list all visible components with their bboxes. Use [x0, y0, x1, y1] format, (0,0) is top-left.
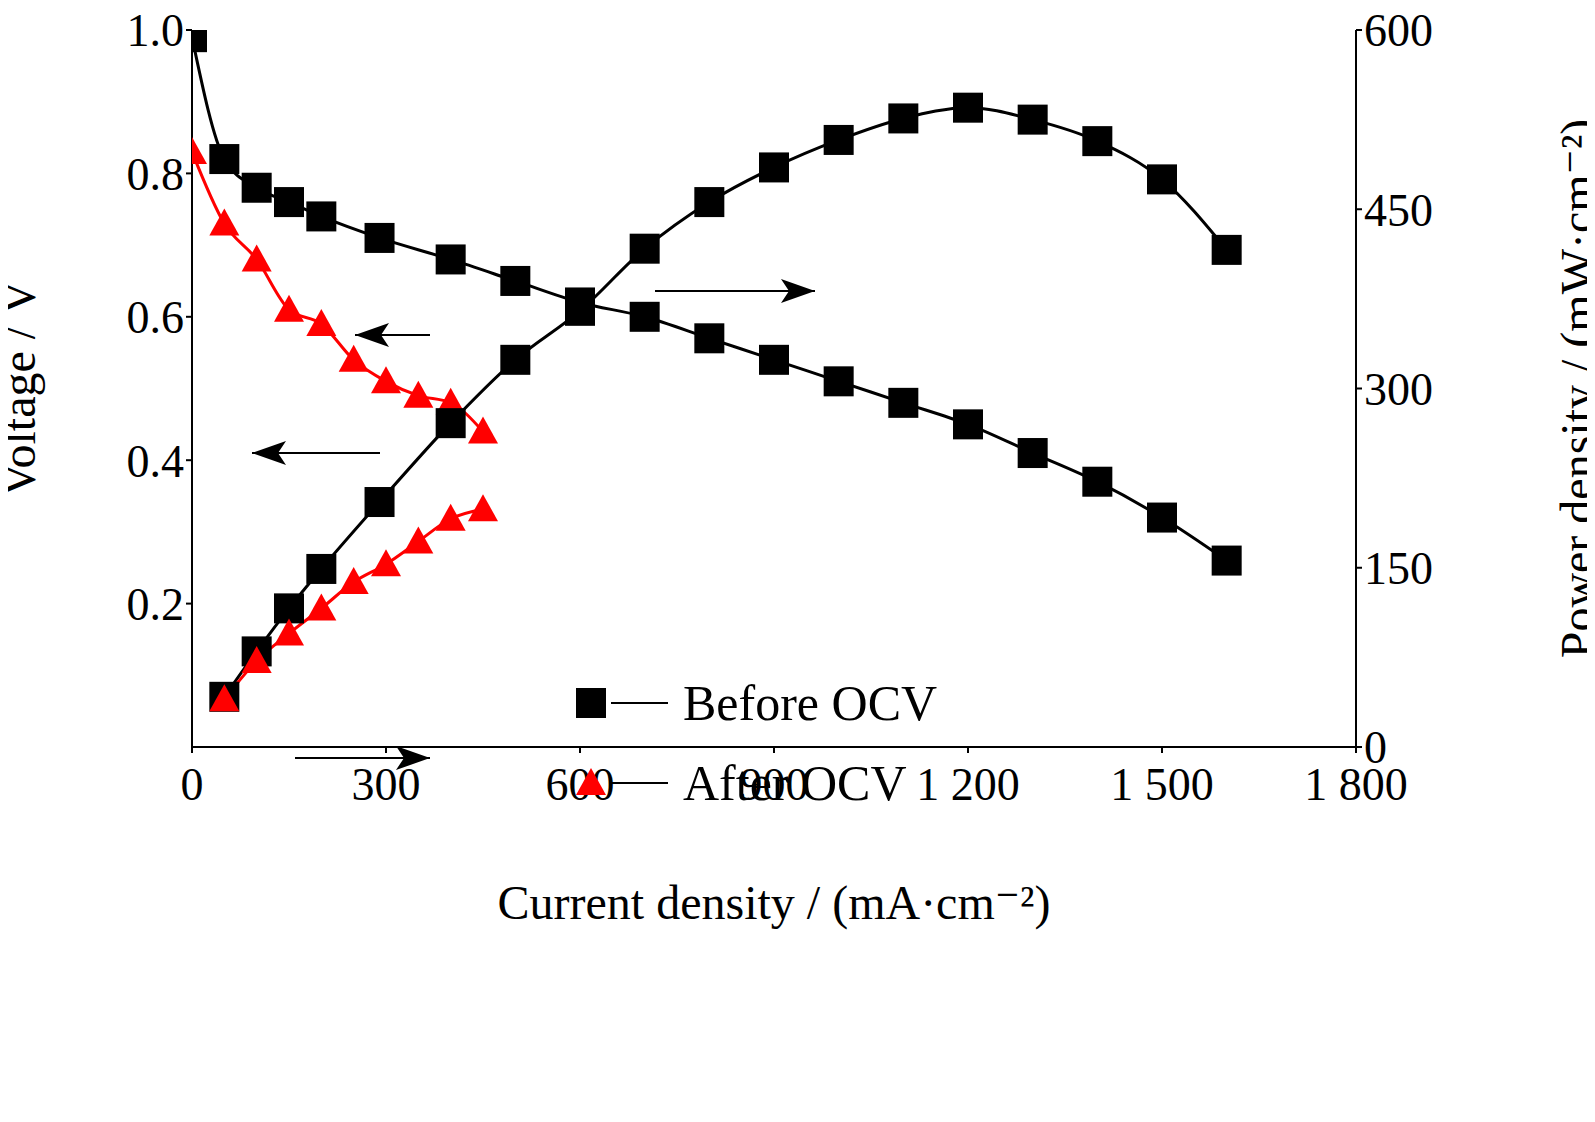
svg-text:1 200: 1 200	[916, 759, 1020, 810]
svg-text:600: 600	[546, 759, 615, 810]
svg-text:Power density / (mW·cm⁻²): Power density / (mW·cm⁻²)	[1551, 119, 1587, 659]
svg-text:300: 300	[352, 759, 421, 810]
svg-text:150: 150	[1364, 543, 1433, 594]
svg-text:0: 0	[1364, 722, 1387, 773]
svg-text:1 800: 1 800	[1304, 759, 1408, 810]
svg-text:Current density / (mA·cm⁻²): Current density / (mA·cm⁻²)	[498, 876, 1051, 930]
svg-text:0.8: 0.8	[127, 149, 185, 200]
svg-text:600: 600	[1364, 8, 1433, 56]
svg-text:300: 300	[1364, 364, 1433, 415]
svg-text:1 500: 1 500	[1110, 759, 1214, 810]
svg-text:450: 450	[1364, 185, 1433, 236]
svg-text:0.2: 0.2	[127, 579, 185, 630]
svg-text:0.4: 0.4	[127, 436, 185, 487]
svg-text:0.6: 0.6	[127, 292, 185, 343]
svg-text:1.0: 1.0	[127, 8, 185, 56]
svg-text:900: 900	[740, 759, 809, 810]
svg-text:0: 0	[181, 759, 204, 810]
svg-text:Voltage / V: Voltage / V	[8, 280, 45, 497]
